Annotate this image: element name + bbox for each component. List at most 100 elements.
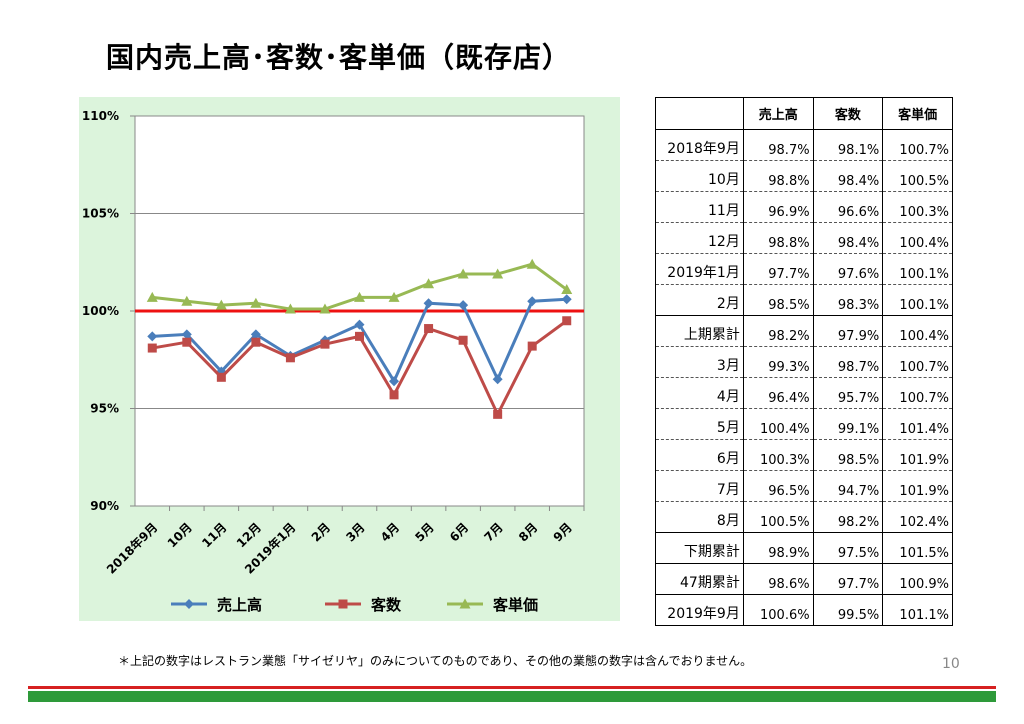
table-row: 12月 98.8% 98.4% 100.4% [655,222,953,254]
table-cell-label: 上期累計 [655,315,744,347]
data-point [493,409,503,419]
legend-marker [338,599,348,609]
table-row: 2018年9月 98.7% 98.1% 100.7% [655,129,953,161]
data-point [388,291,400,302]
x-tick-label: 10月 [165,520,195,550]
table-cell-unit-price: 101.1% [882,594,953,626]
legend-marker [184,599,194,609]
page-title: 国内売上高･客数･客単価（既存店） [106,41,572,74]
table-row: 下期累計 98.9% 97.5% 101.5% [655,532,953,564]
table-cell-sales: 98.6% [742,563,814,595]
x-tick-label: 3月 [343,520,367,544]
table-cell-sales: 98.8% [742,160,814,192]
table-cell-sales: 96.9% [742,191,814,223]
table-body: 2018年9月 98.7% 98.1% 100.7% 10月 98.8% 98.4% 100.… [655,129,953,626]
table-cell-label: 下期累計 [655,532,744,564]
x-tick-label: 5月 [412,520,436,544]
data-point [527,341,537,351]
y-tick-label: 105% [82,207,119,221]
table-cell-customers: 98.4% [812,160,884,192]
table-cell-label: 3月 [655,346,744,378]
table-cell-sales: 96.4% [742,377,814,409]
data-point [355,331,364,341]
table-header-unit-price: 客単価 [882,97,953,130]
table-row: 7月 96.5% 94.7% 101.9% [655,470,953,502]
table-cell-unit-price: 101.9% [882,439,953,471]
table-cell-sales: 100.5% [742,501,814,533]
table-cell-customers: 94.7% [812,470,884,502]
x-tick-label: 9月 [551,520,575,544]
table-row: 47期累計 98.6% 97.7% 100.9% [655,563,953,595]
table-cell-customers: 98.2% [812,501,884,533]
data-point [215,299,227,310]
table-cell-customers: 98.3% [812,284,884,316]
table-header-blank [655,97,744,130]
table-cell-customers: 97.7% [812,563,884,595]
table-cell-sales: 98.5% [742,284,814,316]
data-point [354,319,365,330]
table-cell-unit-price: 100.3% [882,191,953,223]
y-tick-label: 90% [90,499,119,513]
table-cell-label: 8月 [655,501,744,533]
x-tick-label: 6月 [447,520,471,544]
table-row: 11月 96.9% 96.6% 100.3% [655,191,953,223]
data-point [389,390,399,400]
data-point [285,353,295,363]
footer-red-rule [28,686,996,689]
table-cell-unit-price: 100.1% [882,284,953,316]
table-row: 6月 100.3% 98.5% 101.9% [655,439,953,471]
table-cell-label: 2019年1月 [655,253,744,285]
table-cell-sales: 98.9% [742,532,814,564]
line-chart: 90%95%100%105%110%2018年9月 10月 11月 12月2019年1… [82,109,585,614]
table-row: 上期累計 98.2% 97.9% 100.4% [655,315,953,347]
x-tick-label: 8月 [516,520,540,544]
table-header-sales: 売上高 [742,97,814,130]
x-tick-label: 7月 [481,520,505,544]
legend-label: 客単価 [492,596,538,614]
y-tick-label: 95% [90,402,119,416]
legend-marker [459,598,471,609]
data-point [457,268,469,279]
table-cell-customers: 98.1% [812,129,884,161]
data-point [320,339,330,349]
table-cell-unit-price: 100.4% [882,315,953,347]
table-cell-label: 2018年9月 [655,129,744,161]
table-cell-sales: 97.7% [742,253,814,285]
table-cell-sales: 100.6% [742,594,814,626]
table-row: 4月 96.4% 95.7% 100.7% [655,377,953,409]
table-row: 2月 98.5% 98.3% 100.1% [655,284,953,316]
table-cell-customers: 97.9% [812,315,884,347]
table-row: 8月 100.5% 98.2% 102.4% [655,501,953,533]
data-point [216,372,226,382]
table-cell-unit-price: 102.4% [882,501,953,533]
table-cell-customers: 96.6% [812,191,884,223]
table-cell-sales: 98.8% [742,222,814,254]
table-cell-sales: 100.4% [742,408,814,440]
table-cell-unit-price: 100.7% [882,129,953,161]
table-cell-label: 11月 [655,191,744,223]
table-cell-label: 2月 [655,284,744,316]
table-cell-sales: 98.2% [742,315,814,347]
data-point [354,291,365,302]
data-point [146,291,158,302]
table-cell-customers: 98.7% [812,346,884,378]
table-cell-unit-price: 101.9% [882,470,953,502]
table-cell-label: 7月 [655,470,744,502]
table-cell-sales: 98.7% [742,129,814,161]
data-point [492,268,504,279]
y-tick-label: 100% [82,304,119,318]
x-tick-label: 12月 [234,520,264,550]
table-cell-unit-price: 100.4% [882,222,953,254]
data-point [423,298,434,309]
table-cell-unit-price: 100.1% [882,253,953,285]
data-point [526,258,538,269]
table-header-customers: 客数 [812,97,884,130]
y-tick-label: 110% [82,109,119,123]
data-point [181,329,192,340]
data-point [147,331,158,342]
data-point [284,303,296,314]
data-point [561,294,572,305]
table-cell-customers: 98.4% [812,222,884,254]
footer-green-band [28,691,996,702]
legend-label: 客数 [370,596,402,614]
